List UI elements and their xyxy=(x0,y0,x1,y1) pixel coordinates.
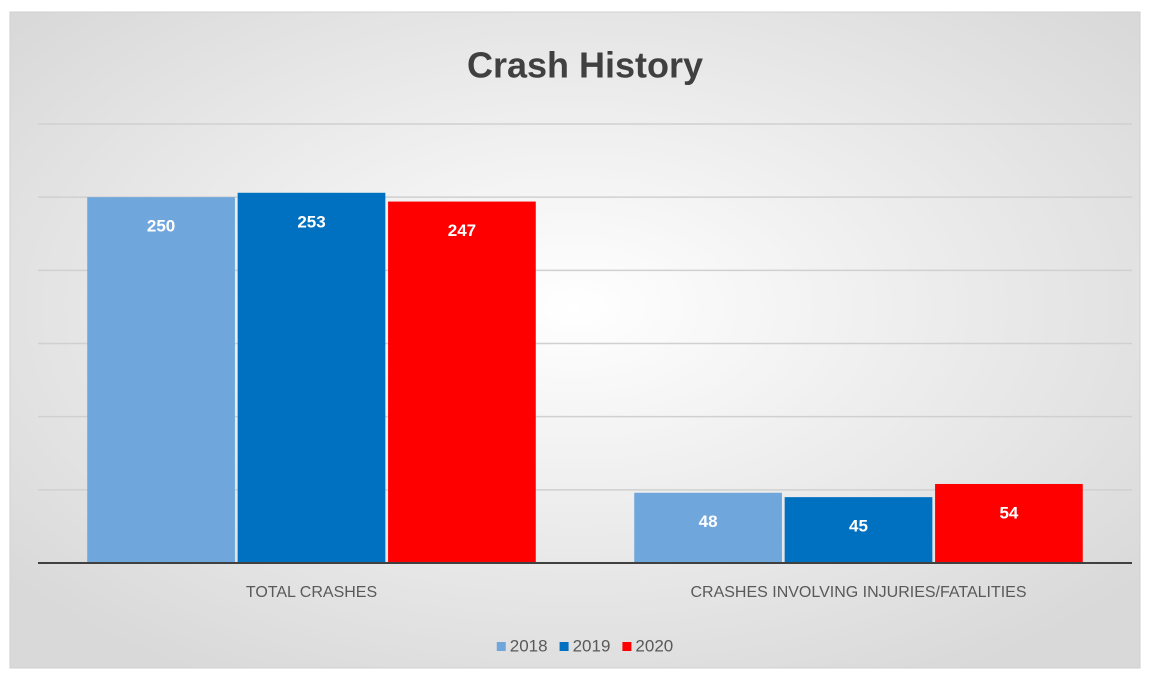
data-label: 45 xyxy=(849,517,868,536)
bar xyxy=(237,192,386,563)
data-label: 250 xyxy=(147,217,175,236)
legend-label: 2019 xyxy=(573,636,611,655)
bar xyxy=(634,492,782,563)
legend-swatch xyxy=(559,642,569,651)
bar xyxy=(784,497,933,563)
legend-swatch xyxy=(622,642,632,651)
bar xyxy=(87,197,235,563)
x-tick-label: TOTAL CRASHES xyxy=(246,584,377,601)
bar xyxy=(935,483,1083,563)
data-label: 253 xyxy=(297,212,325,231)
legend-swatch xyxy=(496,642,506,651)
x-tick-label: CRASHES INVOLVING INJURIES/FATALITIES xyxy=(690,584,1026,601)
bar xyxy=(388,201,536,563)
data-label: 247 xyxy=(448,221,476,240)
data-label: 54 xyxy=(999,503,1018,522)
legend-label: 2018 xyxy=(510,636,548,655)
chart-title: Crash History xyxy=(467,45,703,86)
data-label: 48 xyxy=(699,512,718,531)
legend-label: 2020 xyxy=(635,636,673,655)
